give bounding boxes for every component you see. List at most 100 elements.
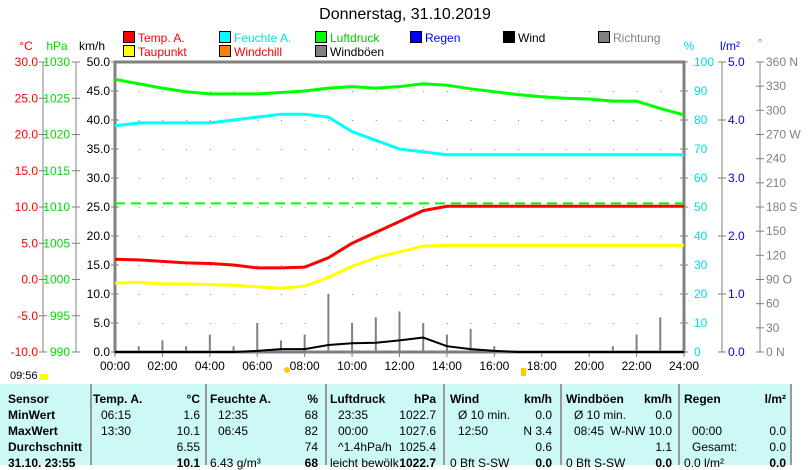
table-header: Temp. A. <box>93 392 143 406</box>
rain-axis-label: 0.0 <box>728 345 745 359</box>
grid-dot <box>518 120 520 121</box>
grid-dot <box>233 294 235 295</box>
series-temp-a- <box>114 204 684 270</box>
grid-dot <box>186 120 188 121</box>
grid-dot <box>423 178 425 179</box>
temp-axis-label: 0.0 <box>21 273 38 287</box>
table-divider <box>790 384 792 465</box>
wind-axis-label: 40.0 <box>87 113 111 127</box>
grid-dot <box>446 294 448 295</box>
table-header-unit: % <box>307 392 318 406</box>
grid-dot <box>399 91 401 92</box>
direction-axis-label: 180 S <box>766 200 797 214</box>
legend-swatch <box>219 45 231 57</box>
grid-dot <box>541 265 543 266</box>
grid-dot <box>162 178 164 179</box>
series-wind <box>115 336 684 353</box>
table-cell: 12:50 <box>458 424 489 438</box>
grid-dot <box>186 265 188 266</box>
grid-dot <box>446 120 448 121</box>
time-label: 08:00 <box>290 359 320 373</box>
grid-dot <box>589 149 591 150</box>
table-header: Sensor <box>8 392 49 406</box>
grid-dot <box>280 178 282 179</box>
grid-dot <box>304 149 306 150</box>
humidity-axis-label: 10 <box>694 316 708 330</box>
table-cell: 0 Bft S-SW <box>450 456 510 470</box>
humidity-axis-label: 90 <box>694 84 708 98</box>
direction-axis-label: 240 <box>766 152 786 166</box>
row-label: MaxWert <box>8 424 58 438</box>
grid-dot <box>162 91 164 92</box>
grid-dot <box>352 236 354 237</box>
wind-axis-label: 35.0 <box>87 142 111 156</box>
grid-dot <box>352 294 354 295</box>
grid-dot <box>636 294 638 295</box>
grid-dot <box>541 120 543 121</box>
grid-dot <box>352 120 354 121</box>
grid-dot <box>494 149 496 150</box>
table-value: 0.6 <box>535 440 552 454</box>
grid-dot <box>494 120 496 121</box>
grid-dot <box>470 120 472 121</box>
grid-dot <box>446 149 448 150</box>
table-cell: 13:30 <box>101 424 132 438</box>
table-value: W-NW 10.0 <box>610 424 672 438</box>
grid-dot <box>541 178 543 179</box>
grid-dot <box>328 207 330 208</box>
humidity-unit: % <box>684 39 695 53</box>
grid-dot <box>565 265 567 266</box>
time-label: 06:00 <box>242 359 272 373</box>
wind-axis-label: 45.0 <box>87 84 111 98</box>
table-value: 68 <box>304 408 318 422</box>
table-value: 0.0 <box>535 456 552 470</box>
table-cell: Ø 10 min. <box>574 408 627 422</box>
legend-label: Feuchte A. <box>234 31 292 45</box>
legend-label: Richtung <box>613 31 661 45</box>
rain-axis-label: 4.0 <box>728 113 745 127</box>
row-label: Durchschnitt <box>8 440 83 454</box>
grid-dot <box>162 294 164 295</box>
grid-dot <box>304 294 306 295</box>
grid-dot <box>280 120 282 121</box>
grid-dot <box>138 120 140 121</box>
grid-dot <box>328 120 330 121</box>
grid-dot <box>636 323 638 324</box>
humidity-axis-label: 70 <box>694 142 708 156</box>
legend-swatch <box>410 31 422 43</box>
grid-dot <box>280 294 282 295</box>
table-cell: 0 Bft S-SW <box>566 456 626 470</box>
grid-dot <box>138 91 140 92</box>
table-value: 10.1 <box>176 456 200 470</box>
grid-dot <box>470 265 472 266</box>
grid-dot <box>565 91 567 92</box>
humidity-axis-label: 100 <box>694 55 714 69</box>
pressure-axis-label: 995 <box>50 309 70 323</box>
grid-dot <box>375 236 377 237</box>
grid-dot <box>399 265 401 266</box>
legend-label: Luftdruck <box>330 31 380 45</box>
grid-dot <box>541 323 543 324</box>
grid-dot <box>589 294 591 295</box>
pressure-axis-label: 1005 <box>43 236 70 250</box>
table-value: 74 <box>304 440 318 454</box>
grid-dot <box>257 207 259 208</box>
grid-dot <box>304 207 306 208</box>
grid-dot <box>328 178 330 179</box>
grid-dot <box>375 149 377 150</box>
grid-dot <box>162 265 164 266</box>
grid-dot <box>186 178 188 179</box>
grid-dot <box>612 236 614 237</box>
grid-dot <box>304 236 306 237</box>
grid-dot <box>375 91 377 92</box>
grid-dot <box>304 323 306 324</box>
grid-dot <box>612 265 614 266</box>
direction-axis-label: 300 <box>766 103 786 117</box>
grid-dot <box>565 149 567 150</box>
table-cell: 00:00 <box>692 424 723 438</box>
grid-dot <box>233 323 235 324</box>
rain-axis-label: 5.0 <box>728 55 745 69</box>
pressure-axis-label: 1000 <box>43 273 70 287</box>
grid-dot <box>518 178 520 179</box>
grid-dot <box>612 91 614 92</box>
